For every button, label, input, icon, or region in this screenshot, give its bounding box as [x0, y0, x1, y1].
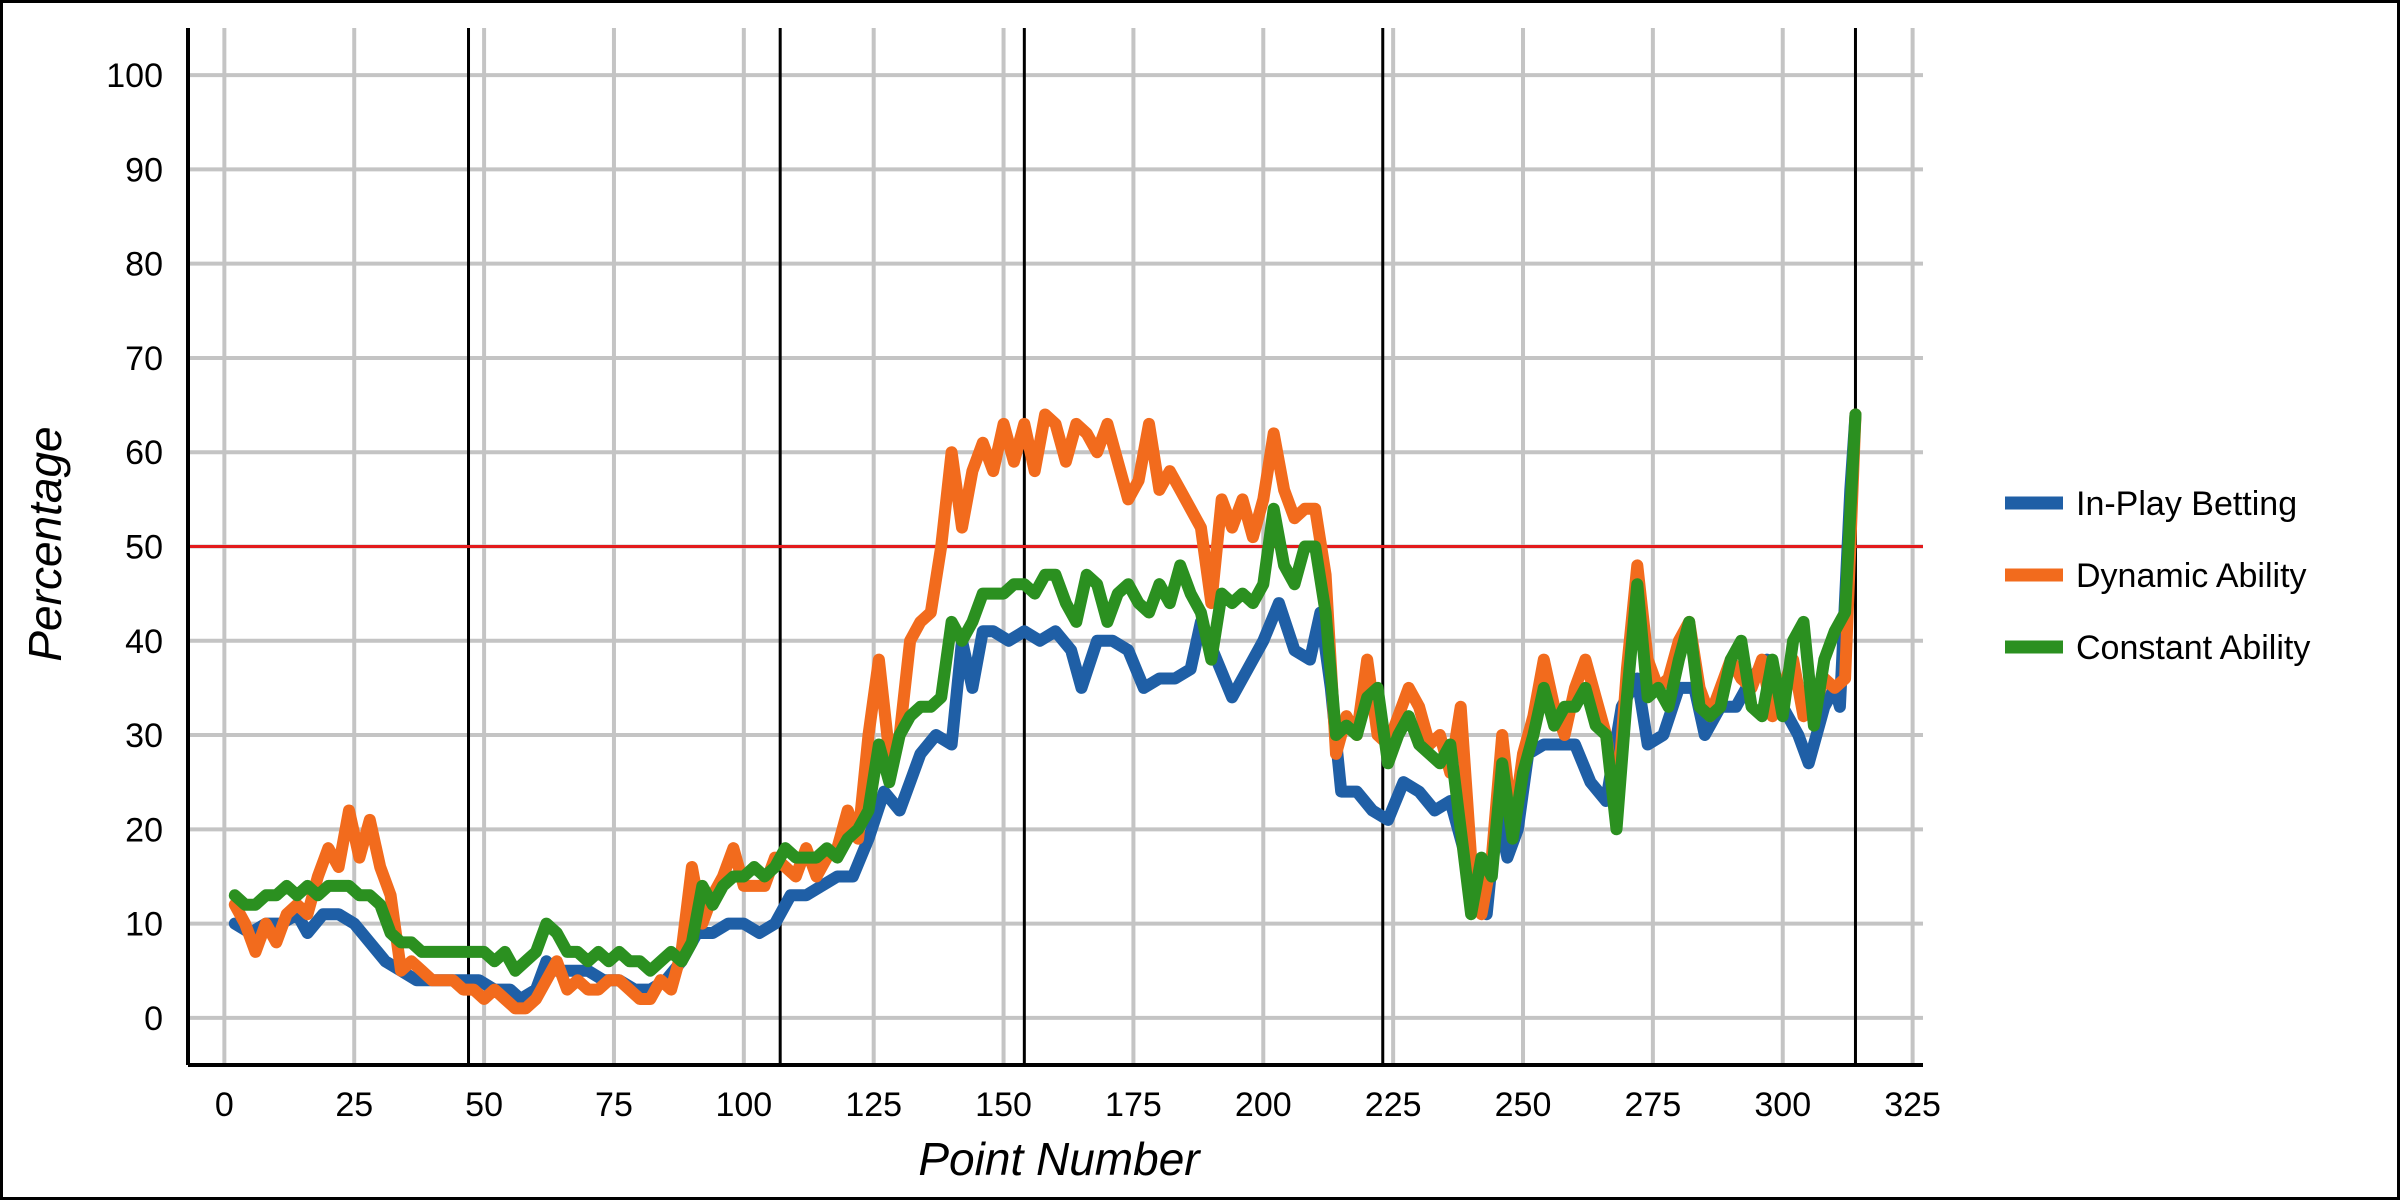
legend-label-in-play-betting: In-Play Betting — [2076, 485, 2297, 523]
y-tick-label: 70 — [125, 340, 163, 378]
y-tick-label: 0 — [144, 1000, 163, 1038]
axis-layer — [186, 28, 1923, 1067]
y-tick-label: 60 — [125, 434, 163, 472]
line-chart: 0 25 50 75 100 125 150 175 200 225 250 275 300 325 0 10… — [19, 28, 2310, 1185]
x-tick-label: 200 — [1235, 1086, 1292, 1124]
legend: In-Play Betting Dynamic Ability Constant A… — [2005, 485, 2310, 667]
x-tick-label: 100 — [715, 1086, 772, 1124]
y-tick-label: 20 — [125, 811, 163, 849]
x-tick-label: 300 — [1754, 1086, 1811, 1124]
series-line-constant-ability — [228, 408, 1862, 977]
x-tick-label: 0 — [215, 1086, 234, 1124]
x-tick-label: 325 — [1884, 1086, 1941, 1124]
x-tick-label: 225 — [1365, 1086, 1422, 1124]
y-tick-label: 80 — [125, 246, 163, 284]
x-axis-title: Point Number — [918, 1133, 1201, 1185]
x-tick-label: 50 — [465, 1086, 503, 1124]
series-layer — [228, 408, 1862, 1015]
y-tick-label: 40 — [125, 623, 163, 661]
x-tick-label: 150 — [975, 1086, 1032, 1124]
y-tick-label: 30 — [125, 717, 163, 755]
y-axis-title: Percentage — [19, 426, 71, 661]
x-tick-label: 275 — [1625, 1086, 1682, 1124]
x-tick-label: 175 — [1105, 1086, 1162, 1124]
legend-label-constant-ability: Constant Ability — [2076, 629, 2310, 667]
tick-labels: 0 25 50 75 100 125 150 175 200 225 250 275 300 325 0 10… — [106, 57, 1941, 1124]
legend-label-dynamic-ability: Dynamic Ability — [2076, 557, 2307, 595]
series-line-in-play-betting — [228, 408, 1862, 1005]
x-tick-label: 125 — [845, 1086, 902, 1124]
y-tick-label: 50 — [125, 529, 163, 567]
y-tick-label: 100 — [106, 57, 163, 95]
series-line-dynamic-ability — [228, 408, 1862, 1015]
x-tick-label: 25 — [335, 1086, 373, 1124]
x-tick-label: 75 — [595, 1086, 633, 1124]
y-tick-label: 10 — [125, 906, 163, 944]
x-tick-label: 250 — [1495, 1086, 1552, 1124]
y-tick-label: 90 — [125, 151, 163, 189]
